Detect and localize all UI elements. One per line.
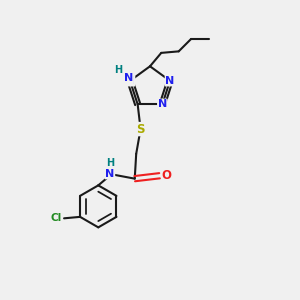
Text: N: N — [125, 76, 135, 86]
Text: S: S — [136, 123, 145, 136]
Text: N: N — [165, 76, 175, 86]
Text: N: N — [105, 169, 115, 179]
Text: N: N — [124, 74, 133, 83]
Text: H: H — [114, 65, 122, 75]
Text: O: O — [162, 169, 172, 182]
Text: N: N — [158, 99, 167, 109]
Text: H: H — [106, 158, 114, 168]
Text: Cl: Cl — [50, 213, 62, 223]
